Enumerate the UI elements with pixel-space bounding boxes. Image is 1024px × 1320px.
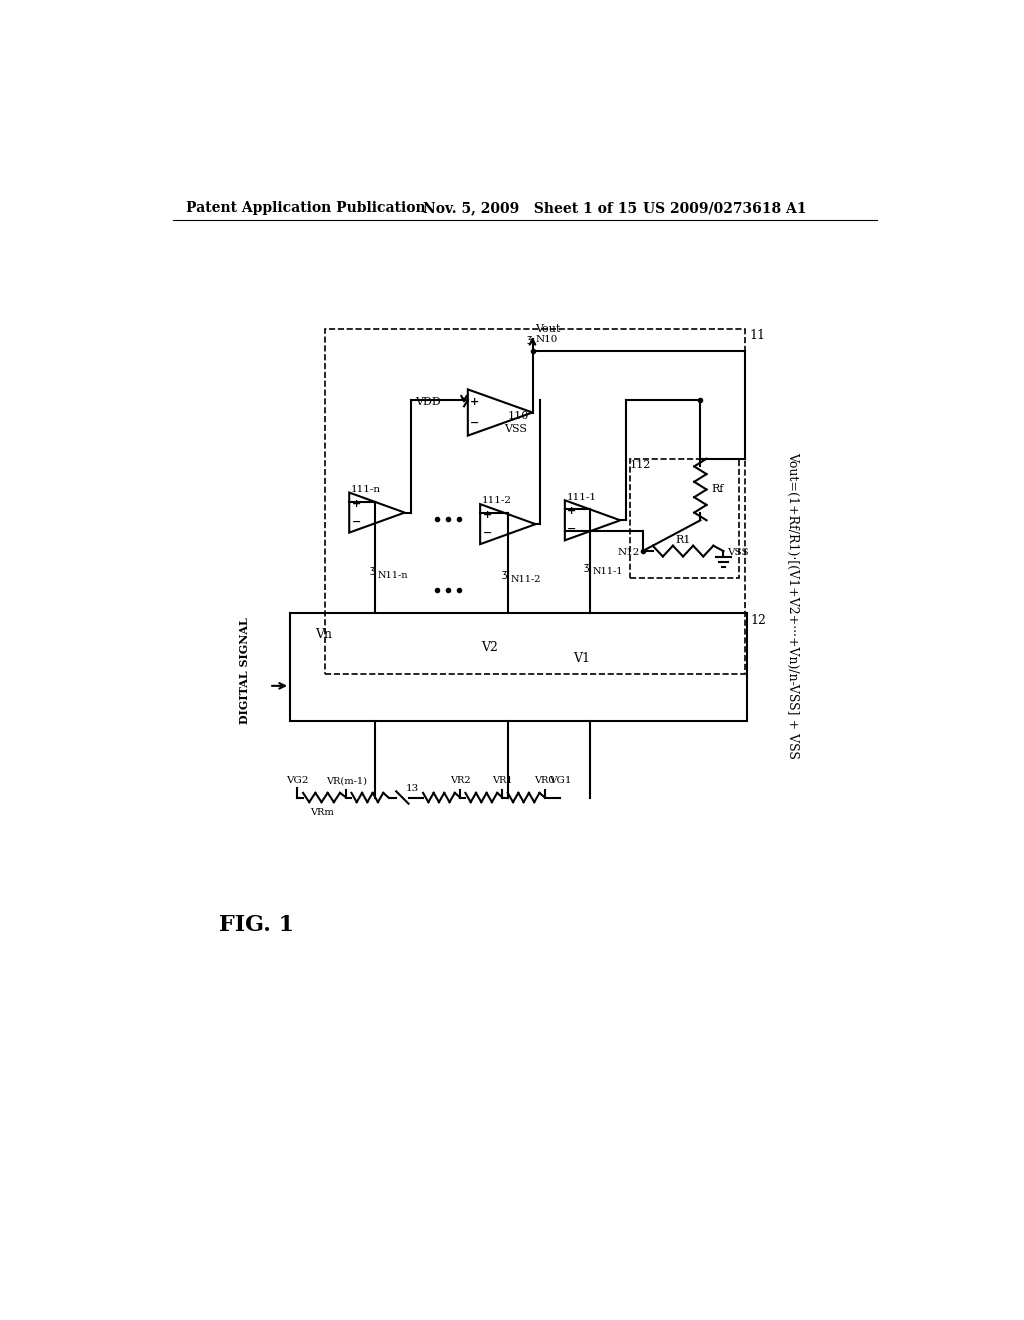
Bar: [630, 459, 739, 578]
Bar: [325, 330, 745, 675]
Text: +: +: [482, 510, 492, 520]
Text: VR1: VR1: [493, 776, 513, 785]
Bar: [290, 612, 746, 721]
Text: VR2: VR2: [450, 776, 470, 785]
Text: N12: N12: [617, 548, 640, 557]
Text: FIG. 1: FIG. 1: [219, 913, 294, 936]
Text: ʒ: ʒ: [502, 569, 507, 579]
Text: 110: 110: [508, 412, 529, 421]
Text: +: +: [470, 397, 479, 407]
Text: −: −: [470, 418, 479, 428]
Text: 111-2: 111-2: [481, 496, 512, 506]
Text: N10: N10: [536, 335, 558, 343]
Text: −: −: [351, 516, 360, 527]
Text: +: +: [567, 507, 577, 516]
Text: Vn: Vn: [315, 628, 333, 640]
Text: VRm: VRm: [309, 808, 334, 817]
Text: 12: 12: [751, 614, 766, 627]
Text: ʒ: ʒ: [584, 561, 590, 572]
Text: N11-2: N11-2: [510, 576, 541, 583]
Text: +: +: [351, 499, 360, 508]
Text: 111-n: 111-n: [351, 484, 381, 494]
Text: 111-1: 111-1: [566, 492, 596, 502]
Text: VR0: VR0: [535, 776, 555, 785]
Text: VR(m-1): VR(m-1): [326, 776, 367, 785]
Text: Rf: Rf: [711, 484, 724, 495]
Text: V1: V1: [573, 652, 590, 665]
Text: −: −: [567, 524, 577, 535]
Text: VSS: VSS: [727, 548, 749, 557]
Text: Patent Application Publication: Patent Application Publication: [186, 202, 426, 215]
Text: N11-1: N11-1: [593, 568, 623, 577]
Text: VG1: VG1: [549, 776, 571, 785]
Text: N11-n: N11-n: [378, 572, 409, 581]
Text: DIGITAL SIGNAL: DIGITAL SIGNAL: [239, 616, 250, 723]
Text: ʒ: ʒ: [370, 565, 375, 576]
Text: 112: 112: [630, 459, 651, 470]
Text: Vout=(1+Rf/R1)·[(V1+V2+···+Vn)/n-VSS] + VSS: Vout=(1+Rf/R1)·[(V1+V2+···+Vn)/n-VSS] + …: [786, 451, 800, 759]
Text: −: −: [482, 528, 492, 539]
Text: Vout: Vout: [536, 325, 561, 334]
Text: 13: 13: [406, 784, 419, 793]
Text: 11: 11: [750, 329, 766, 342]
Text: R1: R1: [675, 536, 690, 545]
Text: ʒ: ʒ: [526, 334, 531, 345]
Text: VDD: VDD: [415, 397, 441, 407]
Text: VSS: VSS: [504, 425, 527, 434]
Text: VG2: VG2: [286, 776, 308, 785]
Text: Nov. 5, 2009   Sheet 1 of 15: Nov. 5, 2009 Sheet 1 of 15: [423, 202, 637, 215]
Text: US 2009/0273618 A1: US 2009/0273618 A1: [643, 202, 806, 215]
Text: V2: V2: [481, 640, 498, 653]
